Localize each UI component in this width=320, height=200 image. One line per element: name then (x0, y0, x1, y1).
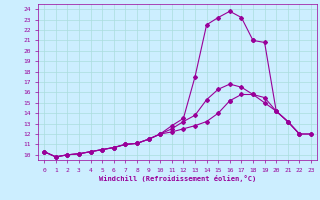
X-axis label: Windchill (Refroidissement éolien,°C): Windchill (Refroidissement éolien,°C) (99, 175, 256, 182)
